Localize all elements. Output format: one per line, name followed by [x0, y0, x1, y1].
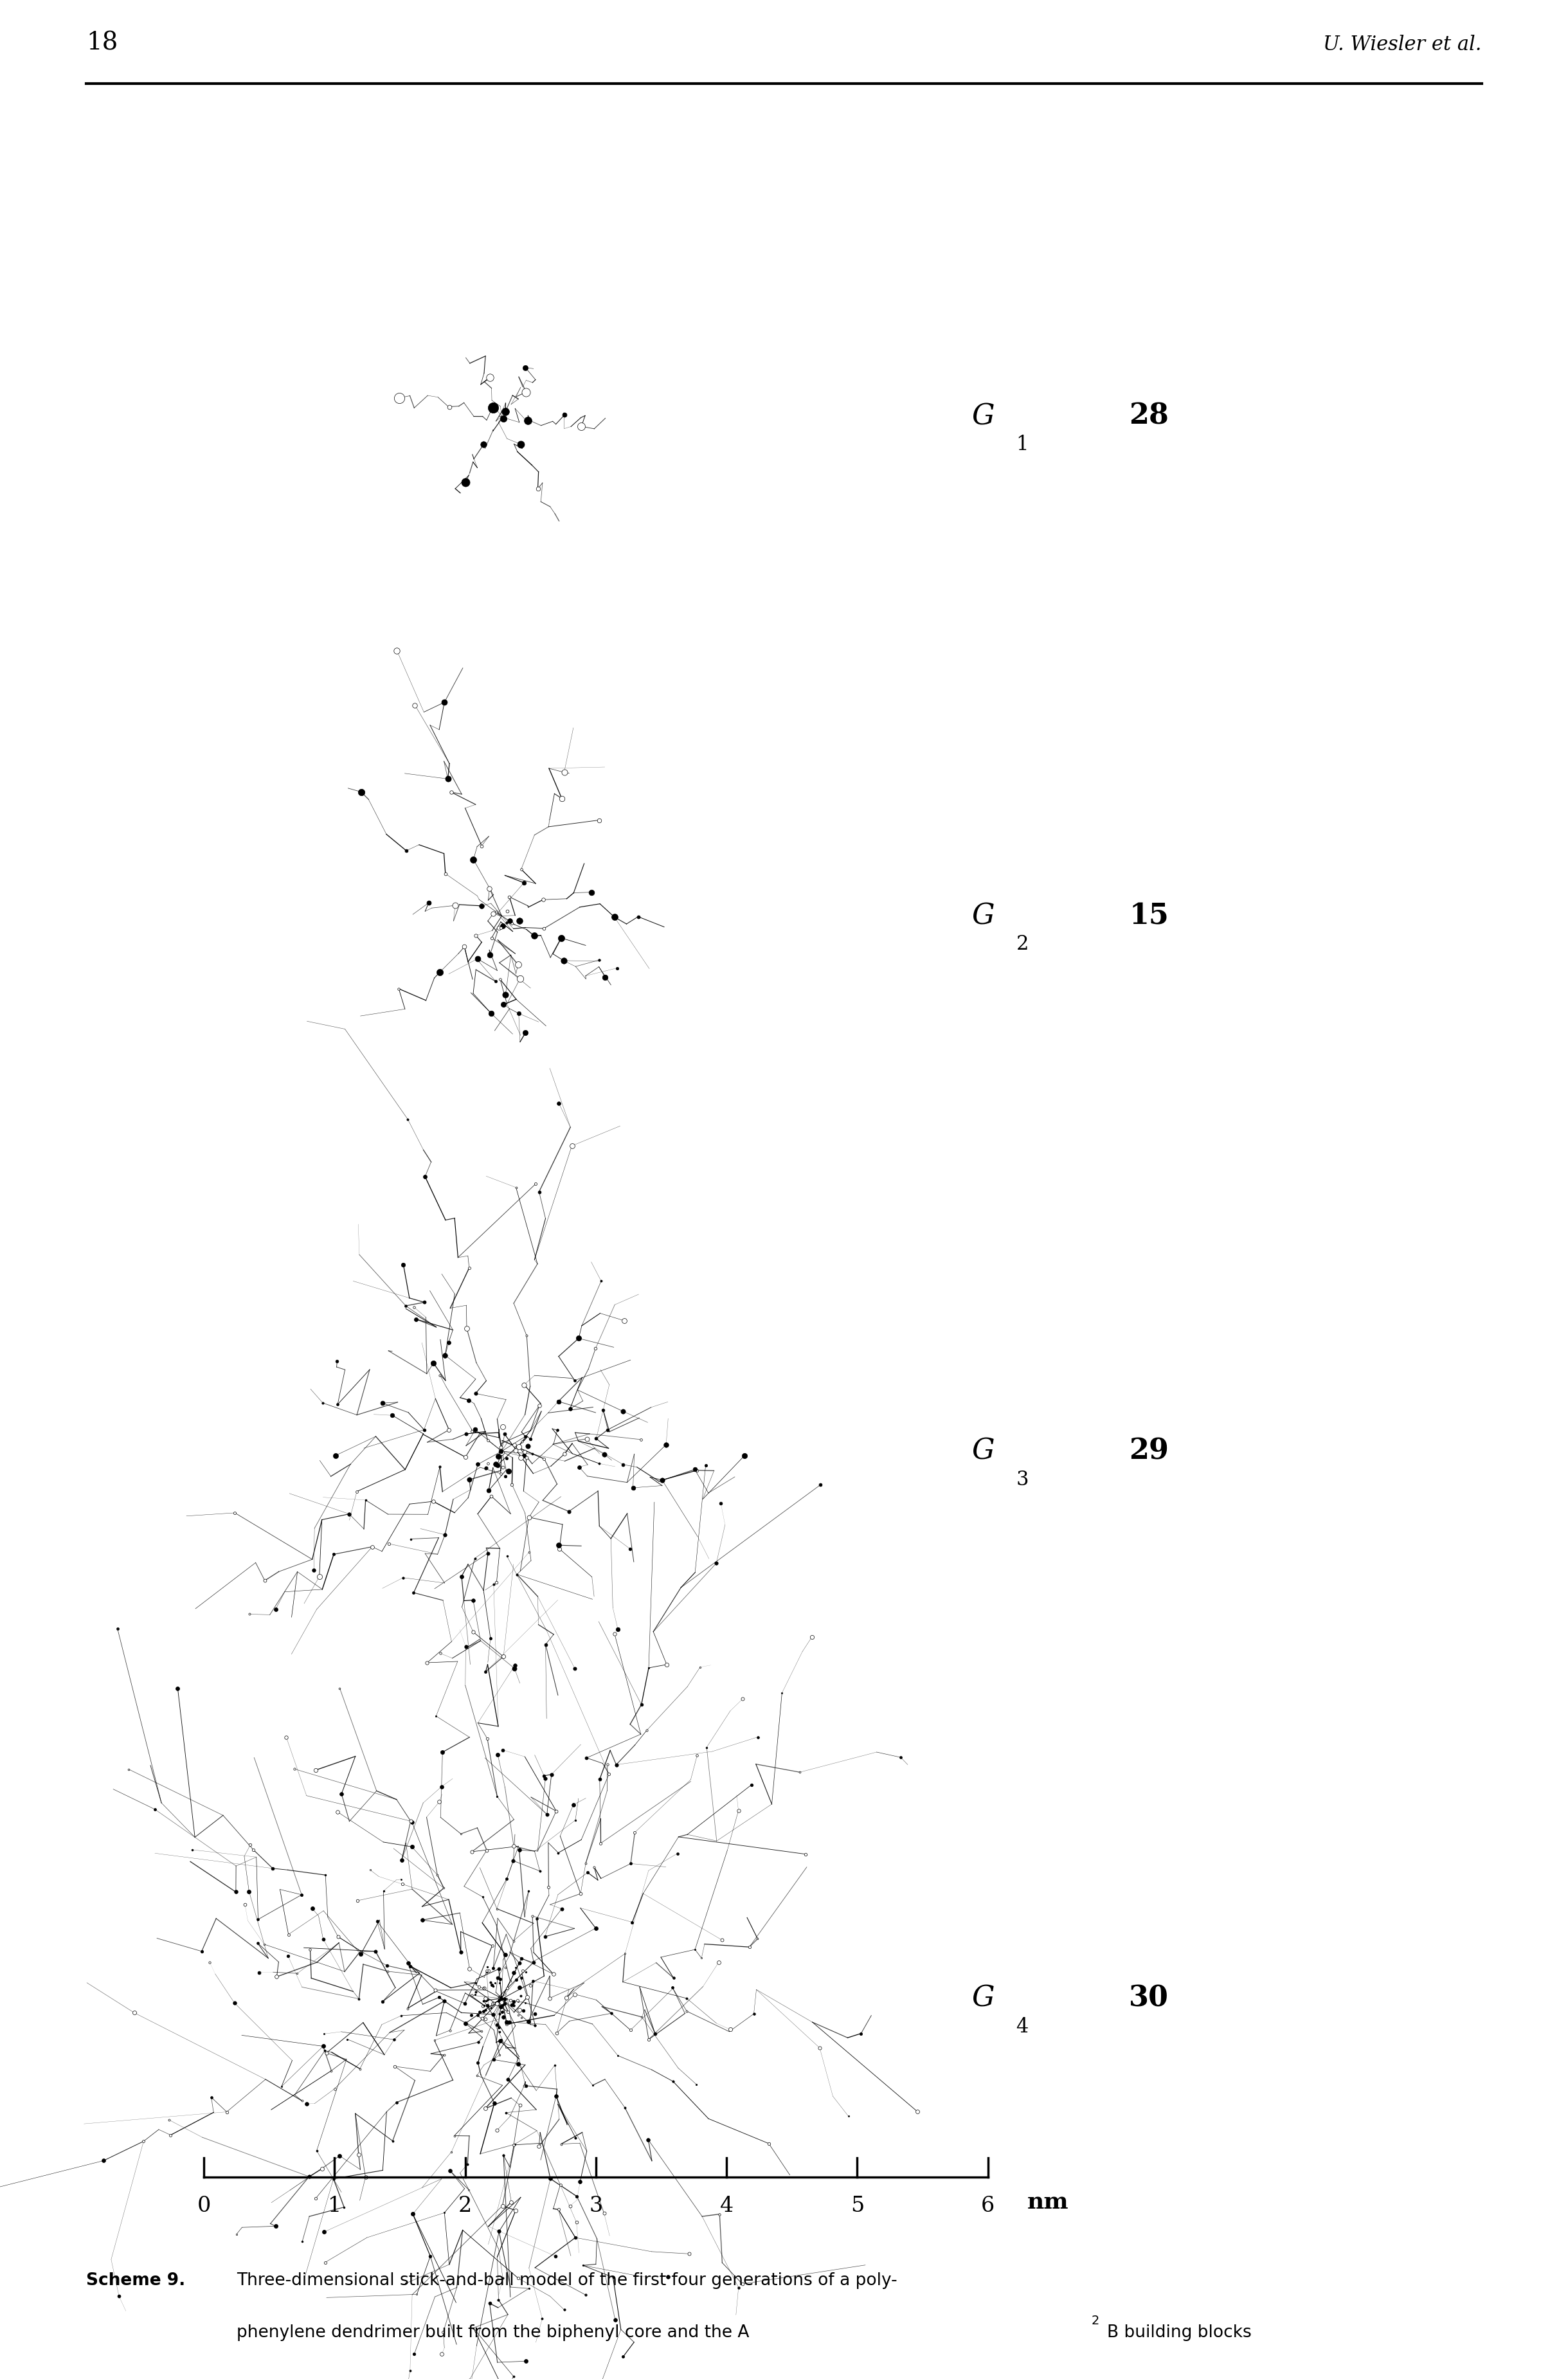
Text: 2: 2 [1016, 935, 1029, 954]
Text: Scheme 9.: Scheme 9. [86, 2272, 185, 2289]
Text: U. Wiesler et al.: U. Wiesler et al. [1323, 36, 1482, 55]
Text: 29: 29 [1129, 1437, 1168, 1465]
Text: 2: 2 [458, 2196, 472, 2217]
Text: G: G [972, 902, 996, 930]
Text: 1: 1 [328, 2196, 342, 2217]
Text: 3: 3 [590, 2196, 602, 2217]
Text: 18: 18 [86, 31, 118, 55]
Text: G: G [972, 1437, 996, 1465]
Text: phenylene dendrimer built from the biphenyl core and the A: phenylene dendrimer built from the biphe… [237, 2324, 750, 2341]
Text: 4: 4 [1016, 2017, 1029, 2036]
Text: 30: 30 [1129, 1984, 1168, 2013]
Text: nm: nm [1027, 2191, 1068, 2212]
Text: 2: 2 [1091, 2315, 1099, 2327]
Text: 1: 1 [1016, 435, 1029, 454]
Text: 0: 0 [198, 2196, 210, 2217]
Text: 3: 3 [1016, 1470, 1029, 1489]
Text: B building blocks: B building blocks [1107, 2324, 1251, 2341]
Text: Three-dimensional stick-and-ball model of the first four generations of a poly-: Three-dimensional stick-and-ball model o… [237, 2272, 897, 2289]
Text: 5: 5 [850, 2196, 864, 2217]
Text: G: G [972, 402, 996, 431]
Text: 28: 28 [1129, 402, 1168, 431]
Text: G: G [972, 1984, 996, 2013]
Text: 4: 4 [720, 2196, 734, 2217]
Text: 15: 15 [1129, 902, 1168, 930]
Text: 6: 6 [982, 2196, 994, 2217]
